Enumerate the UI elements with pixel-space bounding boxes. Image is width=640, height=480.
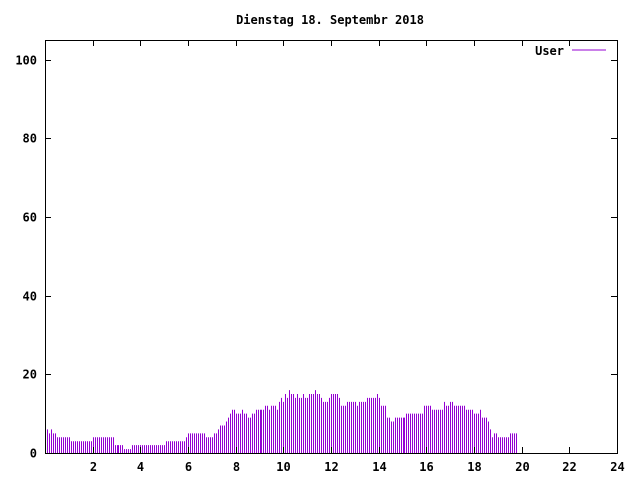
y-tick-label: 100 <box>15 54 37 68</box>
legend: User <box>535 44 606 58</box>
bar-group <box>45 390 517 453</box>
x-tick-label: 22 <box>562 460 576 474</box>
x-tick-label: 6 <box>185 460 192 474</box>
y-tick-label: 40 <box>23 290 37 304</box>
x-tick-label: 14 <box>372 460 386 474</box>
chart-title: Dienstag 18. Septembr 2018 <box>236 13 424 27</box>
x-tick-label: 24 <box>610 460 624 474</box>
x-tick-label: 4 <box>137 460 144 474</box>
x-tick-label: 20 <box>515 460 529 474</box>
x-tick-label: 18 <box>467 460 481 474</box>
x-tick-label: 2 <box>90 460 97 474</box>
x-tick-label: 12 <box>324 460 338 474</box>
y-tick-label: 60 <box>23 211 37 225</box>
plot-frame <box>45 40 618 454</box>
y-tick-label: 0 <box>30 447 37 461</box>
legend-label-user: User <box>535 44 564 58</box>
x-tick-label: 8 <box>233 460 240 474</box>
x-tick-label: 16 <box>419 460 433 474</box>
y-tick-label: 20 <box>23 368 37 382</box>
y-tick-label: 80 <box>23 132 37 146</box>
x-tick-label: 10 <box>276 460 290 474</box>
